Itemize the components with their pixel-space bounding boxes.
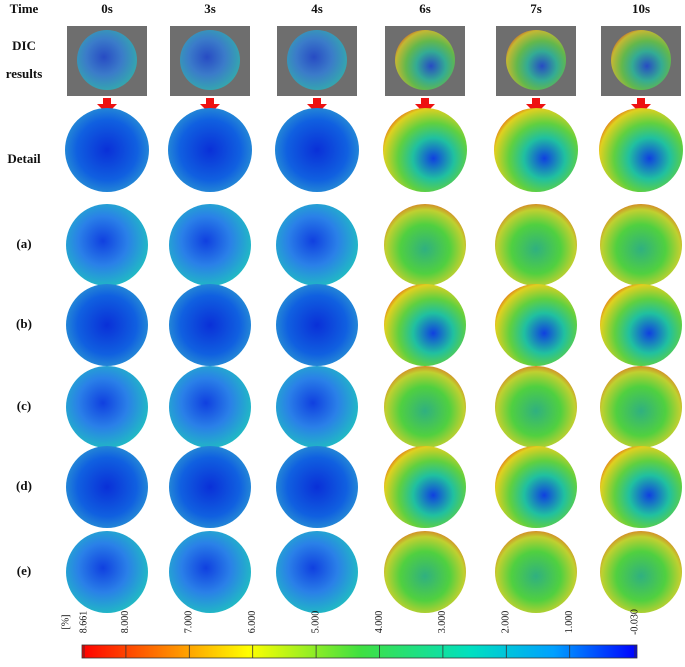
column-label: 7s [530, 1, 542, 16]
row-label: results [6, 66, 43, 81]
strain-map [495, 446, 577, 528]
colorbar-label: 6.000 [247, 611, 258, 634]
colorbar-label: 3.000 [437, 611, 448, 634]
arrow [526, 98, 546, 114]
strain-map [495, 284, 577, 366]
strain-map [66, 204, 148, 286]
dic-overlay [506, 30, 566, 90]
colorbar-label: 8.000 [120, 611, 131, 634]
colorbar-label: 4.000 [374, 611, 385, 634]
arrow [97, 98, 117, 114]
strain-map [66, 446, 148, 528]
strain-map [600, 366, 682, 448]
colorbar-label: 8.661 [78, 611, 89, 634]
strain-map [276, 284, 358, 366]
strain-map [66, 366, 148, 448]
arrow [307, 98, 327, 114]
column-label: 3s [204, 1, 216, 16]
colorbar [81, 644, 638, 659]
row-label: (c) [17, 398, 31, 413]
row-label: (a) [16, 236, 31, 251]
colorbar-label: -0.030 [629, 609, 640, 635]
row-label: DIC [12, 38, 36, 53]
strain-map [600, 446, 682, 528]
strain-map [169, 284, 251, 366]
detail-map [599, 108, 683, 192]
strain-map [169, 446, 251, 528]
column-label: 0s [101, 1, 113, 16]
detail-map [494, 108, 578, 192]
colorbar-label: 5.000 [310, 611, 321, 634]
strain-map [169, 204, 251, 286]
column-label: 10s [632, 1, 650, 16]
strain-map [276, 204, 358, 286]
strain-map [495, 531, 577, 613]
strain-map [66, 284, 148, 366]
strain-map [169, 366, 251, 448]
strain-map [384, 446, 466, 528]
strain-map [600, 204, 682, 286]
colorbar-label: 1.000 [564, 611, 575, 634]
arrow [415, 98, 435, 114]
strain-map [495, 204, 577, 286]
detail-map [168, 108, 252, 192]
column-label: 6s [419, 1, 431, 16]
row-label: (e) [17, 563, 31, 578]
strain-map [600, 284, 682, 366]
detail-map [275, 108, 359, 192]
arrow [631, 98, 651, 114]
dic-overlay [77, 30, 137, 90]
strain-map [600, 531, 682, 613]
strain-map [66, 531, 148, 613]
strain-map [169, 531, 251, 613]
strain-map [384, 366, 466, 448]
row-label: (b) [16, 316, 32, 331]
detail-map [383, 108, 467, 192]
colorbar-label: 2.000 [501, 611, 512, 634]
colorbar-label: 7.000 [184, 611, 195, 634]
arrow [200, 98, 220, 114]
strain-map [276, 531, 358, 613]
dic-overlay [395, 30, 455, 90]
strain-map [384, 531, 466, 613]
strain-map [384, 204, 466, 286]
row-label: Detail [7, 151, 41, 166]
dic-overlay [287, 30, 347, 90]
strain-map [384, 284, 466, 366]
colorbar-unit: [%] [60, 615, 71, 630]
time-label: Time [10, 1, 39, 16]
row-label: (d) [16, 478, 32, 493]
strain-map [276, 366, 358, 448]
dic-overlay [180, 30, 240, 90]
strain-map [276, 446, 358, 528]
strain-map [495, 366, 577, 448]
detail-map [65, 108, 149, 192]
dic-overlay [611, 30, 671, 90]
column-label: 4s [311, 1, 323, 16]
